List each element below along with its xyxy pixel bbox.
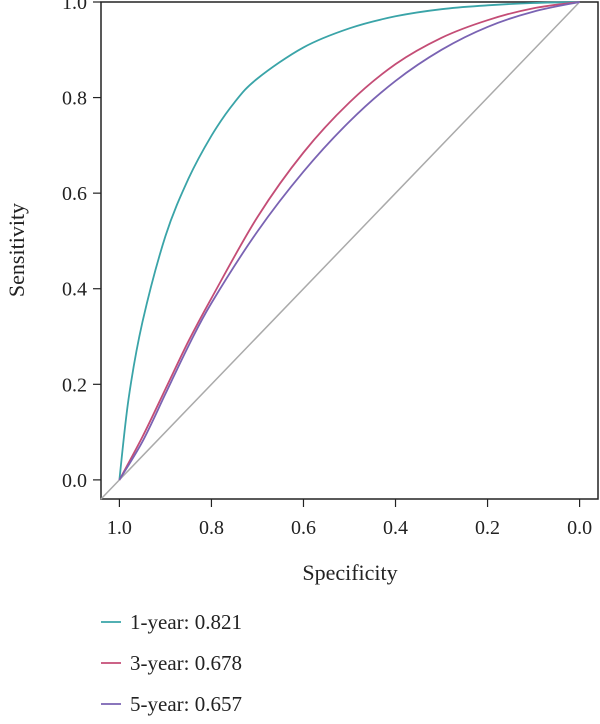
- x-tick-label: 1.0: [107, 517, 132, 539]
- x-tick-label: 0.2: [475, 517, 500, 539]
- y-tick-label: 0.8: [62, 88, 87, 110]
- y-axis-ticks: 0.0 0.2 0.4 0.6 0.8 1.0: [62, 0, 101, 492]
- series-line-3: [118, 1, 580, 481]
- x-tick-label: 0.0: [567, 517, 592, 539]
- series-lines: [118, 1, 580, 481]
- x-tick-label: 0.4: [383, 517, 408, 539]
- y-tick-label: 0.4: [62, 279, 87, 301]
- reference-diagonal: [100, 1, 581, 500]
- legend-label-2: 3-year: 0.678: [130, 651, 242, 675]
- y-tick-label: 0.6: [62, 183, 87, 205]
- y-tick-label: 1.0: [62, 0, 87, 14]
- plot-frame: [100, 1, 599, 500]
- series-line-1: [118, 1, 580, 480]
- y-tick-label: 0.2: [62, 374, 87, 396]
- x-axis-ticks: 1.0 0.8 0.6 0.4 0.2 0.0: [107, 499, 592, 539]
- x-tick-label: 0.6: [291, 517, 316, 539]
- series-line-2: [118, 1, 580, 481]
- x-axis-title: Specificity: [302, 560, 397, 585]
- legend-label-1: 1-year: 0.821: [130, 610, 242, 634]
- legend-label-3: 5-year: 0.657: [130, 692, 242, 716]
- y-tick-label: 0.0: [62, 470, 87, 492]
- legend: 1-year: 0.821 3-year: 0.678 5-year: 0.657: [101, 610, 242, 716]
- y-axis-title: Sensitivity: [4, 203, 29, 297]
- x-tick-label: 0.8: [199, 517, 224, 539]
